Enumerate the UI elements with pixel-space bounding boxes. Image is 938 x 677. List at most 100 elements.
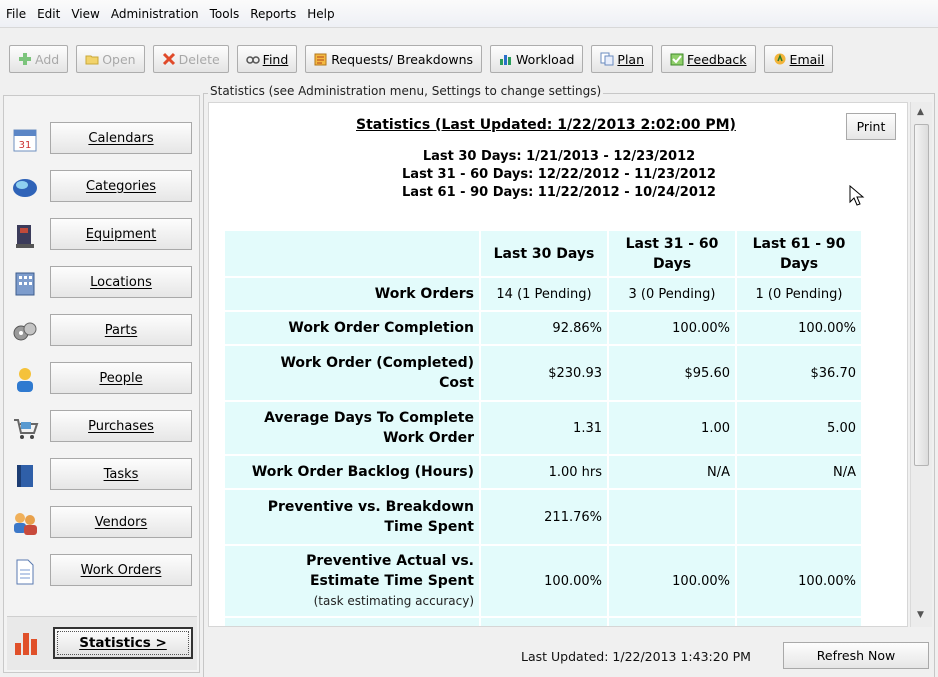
sidebar-nav: 31 Calendars Categories Equipment Locati… [3, 95, 200, 673]
cell-value: 1 (0 Pending) [735, 276, 863, 312]
cell-value: N/A [607, 454, 737, 490]
groupbox-label: Statistics (see Administration menu, Set… [208, 84, 604, 98]
folder-icon [85, 55, 99, 65]
row-label: Preventive vs. Breakdown Time Spent [223, 488, 481, 546]
print-button[interactable]: Print [846, 113, 896, 140]
cell-value: $36.70 [735, 344, 863, 402]
x-icon [162, 52, 175, 66]
plan-label: Plan [617, 51, 645, 67]
row-label [223, 616, 481, 626]
scroll-up-arrow-icon[interactable]: ▲ [917, 107, 924, 117]
find-label: Find [262, 51, 289, 67]
menu-help[interactable]: Help [307, 6, 335, 21]
parts-button[interactable]: Parts [50, 314, 192, 346]
vendors-button[interactable]: Vendors [50, 506, 192, 538]
menu-tools[interactable]: Tools [209, 6, 240, 21]
people-button[interactable]: People [50, 362, 192, 394]
cell-value: 1.00 [607, 400, 737, 456]
sidebar-item-locations: Locations [4, 262, 199, 306]
vertical-scrollbar[interactable]: ▲ ▼ [910, 102, 932, 627]
cell-value: 1.00 hrs [479, 454, 609, 490]
statistics-table: Last 30 Days Last 31 - 60 Days Last 61 -… [223, 229, 863, 626]
requests-breakdowns-label: Requests/ Breakdowns [331, 51, 474, 67]
row-label: Average Days To Complete Work Order [223, 400, 481, 456]
sidebar-item-purchases: Purchases [4, 406, 199, 450]
bar-chart-icon [500, 55, 512, 65]
cell-value: 92.86% [479, 310, 609, 346]
table-row: Preventive vs. Breakdown Time Spent 211.… [223, 488, 863, 546]
cell-value: 14 (1 Pending) [479, 276, 609, 312]
scroll-down-arrow-icon[interactable]: ▼ [917, 610, 924, 620]
calendar-icon: 31 [13, 129, 37, 152]
range-61-90-days: Last 61 - 90 Days: 11/22/2012 - 10/24/20… [402, 185, 716, 200]
cell-value: 1.31 [479, 400, 609, 456]
table-row: Average Days To Complete Work Order 1.31… [223, 400, 863, 456]
requests-breakdowns-button[interactable]: Requests/ Breakdowns [305, 45, 483, 73]
mouse-cursor-icon [849, 185, 865, 206]
email-icon [774, 53, 786, 65]
table-row: Work Order Completion 92.86% 100.00% 100… [223, 310, 863, 346]
last-updated-text: Last Updated: 1/22/2013 1:43:20 PM [521, 649, 751, 664]
add-label: Add [35, 51, 60, 67]
cell-value: 3 (0 Pending) [607, 276, 737, 312]
header-corner-cell [223, 229, 481, 278]
tasks-button[interactable]: Tasks [50, 458, 192, 490]
menu-reports[interactable]: Reports [250, 6, 297, 21]
email-label: Email [789, 51, 825, 67]
cell-value: 100.00% [607, 310, 737, 346]
cell-value: $230.93 [479, 344, 609, 402]
cell-value: 211.76% [479, 488, 609, 546]
plan-button[interactable]: Plan [591, 45, 654, 73]
menu-edit[interactable]: Edit [37, 6, 61, 21]
cell-value [479, 616, 609, 626]
delete-label: Delete [178, 51, 220, 67]
building-icon [15, 272, 35, 296]
sidebar-item-vendors: Vendors [4, 502, 199, 546]
cell-value: $95.60 [607, 344, 737, 402]
menu-bar: File Edit View Administration Tools Repo… [0, 0, 938, 28]
row-label: Work Order Completion [223, 310, 481, 346]
table-row: Work Order Backlog (Hours) 1.00 hrs N/A … [223, 454, 863, 490]
binoculars-icon [245, 56, 260, 64]
table-header-row: Last 30 Days Last 31 - 60 Days Last 61 -… [223, 229, 863, 278]
cell-value: 100.00% [479, 544, 609, 618]
open-button[interactable]: Open [76, 45, 145, 73]
table-row-partial [223, 616, 863, 626]
add-button[interactable]: Add [9, 45, 69, 73]
plus-icon [19, 53, 31, 65]
sidebar-item-people: People [4, 358, 199, 402]
find-button[interactable]: Find [236, 45, 298, 73]
equipment-button[interactable]: Equipment [50, 218, 192, 250]
workload-button[interactable]: Workload [490, 45, 584, 73]
menu-file[interactable]: File [6, 6, 27, 21]
calendars-button[interactable]: Calendars [50, 122, 192, 154]
table-row: Work Order (Completed) Cost $230.93 $95.… [223, 344, 863, 402]
feedback-button[interactable]: Feedback [661, 45, 756, 73]
feedback-label: Feedback [687, 51, 747, 67]
delete-button[interactable]: Delete [152, 45, 229, 73]
menu-view[interactable]: View [71, 6, 100, 21]
table-row: Work Orders 14 (1 Pending) 3 (0 Pending)… [223, 276, 863, 312]
open-label: Open [102, 51, 136, 67]
cell-value: 100.00% [735, 310, 863, 346]
purchases-button[interactable]: Purchases [50, 410, 192, 442]
row-label: Work Order Backlog (Hours) [223, 454, 481, 490]
scrollbar-thumb[interactable] [914, 124, 929, 466]
cell-value [607, 488, 737, 546]
workload-label: Workload [516, 51, 575, 67]
cell-value: 100.00% [735, 544, 863, 618]
row-label: Preventive Actual vs. Estimate Time Spen… [223, 544, 481, 618]
refresh-now-button[interactable]: Refresh Now [783, 642, 929, 669]
statistics-button[interactable]: Statistics > [53, 627, 193, 659]
categories-button[interactable]: Categories [50, 170, 192, 202]
cell-value [735, 488, 863, 546]
sidebar-item-calendars: 31 Calendars [4, 118, 199, 162]
categories-icon [13, 179, 37, 197]
header-last-61-90-days: Last 61 - 90 Days [735, 229, 863, 278]
menu-administration[interactable]: Administration [110, 6, 199, 21]
email-button[interactable]: Email [763, 45, 834, 73]
locations-button[interactable]: Locations [50, 266, 192, 298]
range-31-60-days: Last 31 - 60 Days: 12/22/2012 - 11/23/20… [402, 167, 716, 182]
statistics-panel: Statistics (Last Updated: 1/22/2013 2:02… [208, 102, 908, 627]
work-orders-button[interactable]: Work Orders [50, 554, 192, 586]
